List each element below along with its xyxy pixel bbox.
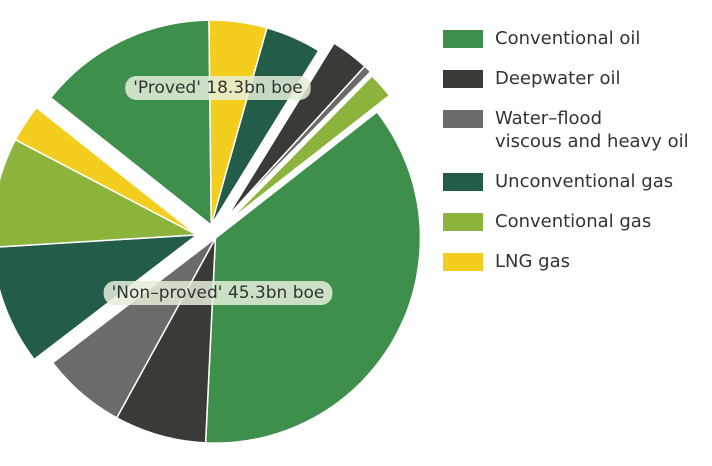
- pie-slice: [49, 19, 213, 227]
- pie-slice: [14, 106, 198, 236]
- legend-label: LNG gas: [495, 251, 570, 272]
- group-label-text: 'Proved' 18.3bn boe: [133, 78, 303, 98]
- pie-slice: [204, 110, 422, 444]
- legend-swatch: [443, 173, 483, 191]
- label-pill: [125, 76, 311, 100]
- legend-item: Unconventional gas: [443, 170, 689, 193]
- legend-item: Conventional gas: [443, 210, 689, 233]
- legend-label: Deepwater oil: [495, 68, 621, 89]
- pie-slice: [227, 74, 391, 223]
- group-label: 'Proved' 18.3bn boe: [125, 76, 311, 100]
- legend-label: Unconventional gas: [495, 171, 674, 192]
- legend-swatch: [443, 213, 483, 231]
- legend-label: Conventional gas: [495, 211, 652, 232]
- legend-item: Conventional oil: [443, 27, 689, 50]
- chart: 'Non–proved' 45.3bn boe 'Proved' 18.3bn b…: [0, 19, 422, 444]
- group-label-text: 'Non–proved' 45.3bn boe: [112, 283, 325, 303]
- legend-swatch: [443, 253, 483, 271]
- legend: Conventional oil Deepwater oil Water–flood…: [443, 27, 689, 273]
- pie-slice: [226, 65, 372, 219]
- legend-swatch: [443, 110, 483, 128]
- group-label: 'Non–proved' 45.3bn boe: [103, 281, 333, 305]
- legend-swatch: [443, 30, 483, 48]
- legend-item: Deepwater oil: [443, 67, 689, 90]
- legend-swatch: [443, 70, 483, 88]
- legend-item: Water–flood viscous and heavy oil: [443, 107, 689, 153]
- label-pill: [103, 281, 333, 305]
- pie-slice: [0, 233, 200, 361]
- legend-label: Conventional oil: [495, 28, 641, 49]
- legend-item: LNG gas: [443, 250, 689, 273]
- pie-slice: [0, 138, 200, 248]
- legend-label: Water–flood viscous and heavy oil: [495, 108, 689, 152]
